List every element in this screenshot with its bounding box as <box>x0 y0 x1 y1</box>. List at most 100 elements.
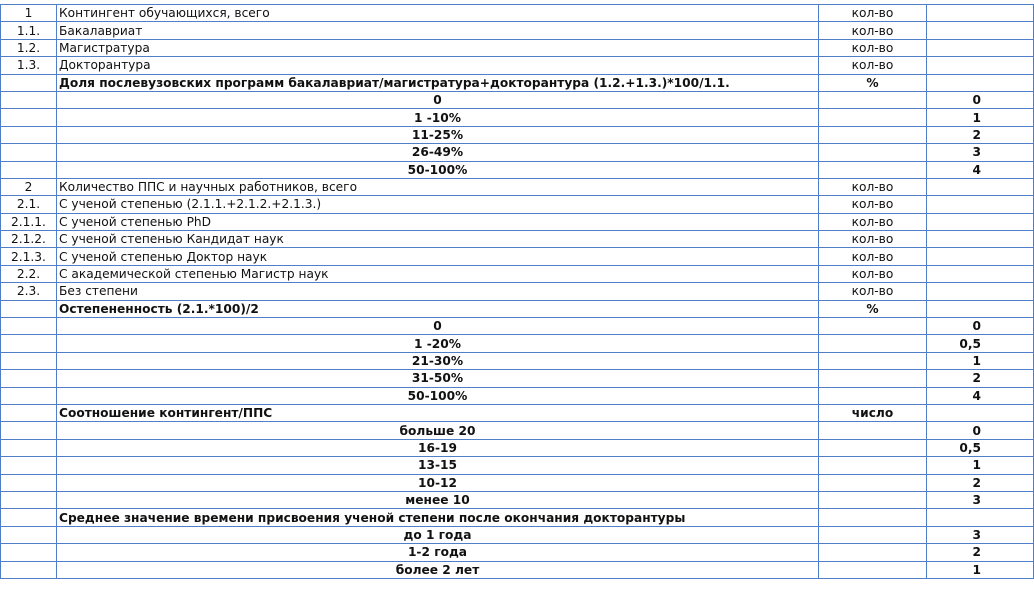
row-score: 1 <box>926 108 1034 127</box>
table-row: Доля послевузовских программ бакалавриат… <box>0 73 1034 92</box>
table-row: 1 Контингент обучающихся, всего кол-во <box>0 3 1034 23</box>
row-unit <box>818 421 927 440</box>
row-number: 1 <box>0 3 57 23</box>
row-number <box>0 334 57 353</box>
row-score <box>926 73 1034 92</box>
row-unit <box>818 456 927 475</box>
row-label: С ученой степенью Кандидат наук <box>56 230 819 249</box>
row-unit <box>818 369 927 388</box>
row-unit: кол-во <box>818 247 927 266</box>
row-unit <box>818 473 927 492</box>
row-score: 1 <box>926 351 1034 371</box>
row-number <box>0 490 57 510</box>
table-row: больше 20 0 <box>0 421 1034 440</box>
criteria-table: 1 Контингент обучающихся, всего кол-во 1.1.… <box>0 3 1034 579</box>
row-unit <box>818 351 927 371</box>
row-unit: кол-во <box>818 3 927 23</box>
table-row: 50-100% 4 <box>0 160 1034 179</box>
row-number: 2.3. <box>0 282 57 301</box>
table-row: менее 10 3 <box>0 490 1034 510</box>
row-number <box>0 438 57 458</box>
row-unit: % <box>818 299 927 319</box>
row-label: Среднее значение времени присвоения учен… <box>56 508 819 527</box>
row-unit: кол-во <box>818 38 927 58</box>
row-score: 1 <box>926 456 1034 475</box>
row-score <box>926 3 1034 23</box>
table-row: 1 -10% 1 <box>0 108 1034 127</box>
row-unit <box>818 160 927 179</box>
row-number: 1.2. <box>0 38 57 58</box>
row-number <box>0 403 57 423</box>
row-number: 2.2. <box>0 264 57 284</box>
row-number <box>0 456 57 475</box>
row-unit <box>818 125 927 145</box>
table-row: 1.3. Докторантура кол-во <box>0 56 1034 75</box>
table-row: 26-49% 3 <box>0 143 1034 162</box>
row-score <box>926 247 1034 266</box>
row-number: 2.1.2. <box>0 230 57 249</box>
row-label: 31-50% <box>56 369 819 388</box>
row-unit <box>818 108 927 127</box>
row-label: 0 <box>56 90 819 110</box>
row-unit <box>818 543 927 562</box>
row-label: больше 20 <box>56 421 819 440</box>
table-row: более 2 лет 1 <box>0 560 1034 579</box>
row-number <box>0 369 57 388</box>
row-score: 4 <box>926 160 1034 179</box>
row-label: 10-12 <box>56 473 819 492</box>
row-score <box>926 299 1034 319</box>
row-unit: кол-во <box>818 230 927 249</box>
row-unit: число <box>818 403 927 423</box>
row-unit <box>818 438 927 458</box>
row-label: С академической степенью Магистр наук <box>56 264 819 284</box>
table-row: 13-15 1 <box>0 456 1034 475</box>
row-number <box>0 543 57 562</box>
row-unit: кол-во <box>818 195 927 214</box>
row-number <box>0 386 57 405</box>
row-unit: кол-во <box>818 21 927 40</box>
row-number: 1.3. <box>0 56 57 75</box>
row-label: С ученой степенью (2.1.1.+2.1.2.+2.1.3.) <box>56 195 819 214</box>
row-score <box>926 38 1034 58</box>
row-number <box>0 108 57 127</box>
row-score: 1 <box>926 560 1034 579</box>
row-score <box>926 230 1034 249</box>
row-score: 3 <box>926 143 1034 162</box>
row-unit <box>818 386 927 405</box>
row-unit <box>818 334 927 353</box>
row-number: 2.1.1. <box>0 212 57 232</box>
table-row: 11-25% 2 <box>0 125 1034 145</box>
row-score: 2 <box>926 369 1034 388</box>
row-number: 1.1. <box>0 21 57 40</box>
row-label: Бакалавриат <box>56 21 819 40</box>
row-label: до 1 года <box>56 525 819 545</box>
row-score: 0,5 <box>926 334 1034 353</box>
row-score: 2 <box>926 543 1034 562</box>
row-score <box>926 264 1034 284</box>
row-label: 21-30% <box>56 351 819 371</box>
row-label: Без степени <box>56 282 819 301</box>
row-score <box>926 212 1034 232</box>
row-score <box>926 56 1034 75</box>
row-label: Доля послевузовских программ бакалавриат… <box>56 73 819 92</box>
row-number <box>0 125 57 145</box>
row-label: 1 -10% <box>56 108 819 127</box>
row-score: 0 <box>926 421 1034 440</box>
row-number: 2.1.3. <box>0 247 57 266</box>
row-score: 2 <box>926 125 1034 145</box>
table-row: 1-2 года 2 <box>0 543 1034 562</box>
row-label: Контингент обучающихся, всего <box>56 3 819 23</box>
row-unit: кол-во <box>818 212 927 232</box>
row-number <box>0 143 57 162</box>
row-label: 50-100% <box>56 160 819 179</box>
row-number <box>0 421 57 440</box>
row-score <box>926 195 1034 214</box>
row-label: Магистратура <box>56 38 819 58</box>
row-score <box>926 21 1034 40</box>
row-unit: кол-во <box>818 56 927 75</box>
table-row: 1 -20% 0,5 <box>0 334 1034 353</box>
table-row: 2.1.2. С ученой степенью Кандидат наук кол… <box>0 230 1034 249</box>
row-score: 0,5 <box>926 438 1034 458</box>
row-number <box>0 525 57 545</box>
row-label: 0 <box>56 317 819 336</box>
